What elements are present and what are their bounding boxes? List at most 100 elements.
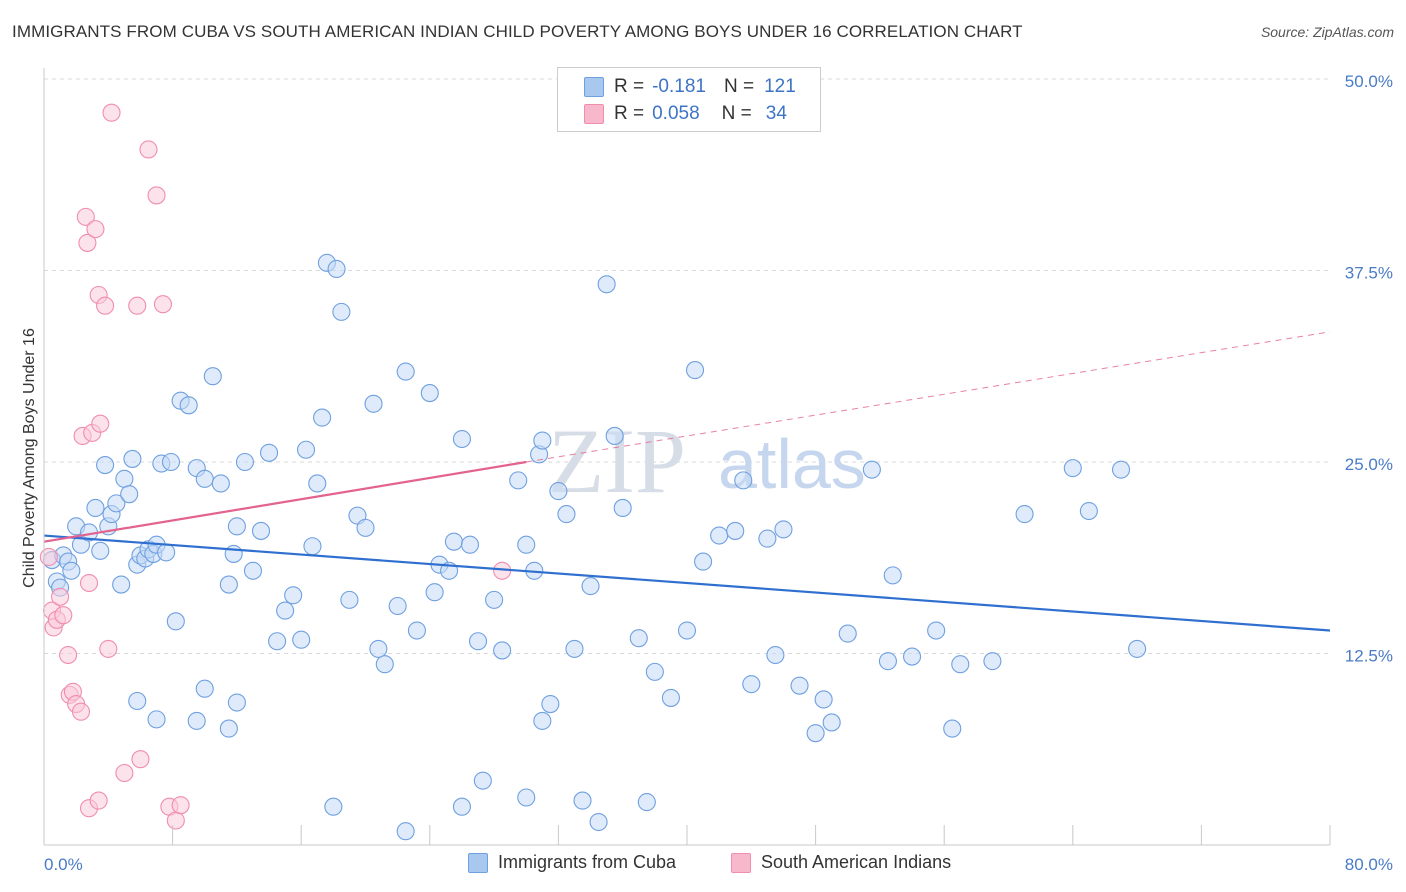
y-tick-label: 25.0% — [1345, 455, 1393, 474]
data-point-cuba — [589, 812, 608, 832]
data-point-cuba — [883, 566, 902, 585]
data-point-cuba — [661, 688, 680, 707]
data-point-cuba — [766, 645, 785, 665]
data-point-cuba — [613, 498, 632, 518]
data-point-cuba — [565, 639, 584, 658]
data-point-cuba — [96, 456, 115, 475]
data-point-cuba — [251, 521, 271, 540]
data-point-cuba — [120, 485, 139, 504]
legend-swatch-cuba — [584, 77, 604, 97]
data-point-cuba — [123, 449, 142, 468]
data-point-cuba — [637, 793, 656, 812]
data-point-cuba — [112, 575, 131, 594]
data-point-cuba — [327, 259, 346, 279]
bottom-legend-label-south-american-indians: South American Indians — [761, 852, 952, 872]
y-tick-label: 37.5% — [1345, 264, 1393, 283]
data-point-cuba — [517, 788, 536, 807]
data-point-cuba — [629, 629, 648, 648]
legend-r-value: 0.058 — [652, 103, 700, 124]
trend-line-extension-south-american-indians — [526, 331, 1331, 463]
data-point-cuba — [694, 552, 713, 571]
data-point-cuba — [203, 367, 222, 386]
legend-swatch-south-american-indians — [584, 104, 604, 124]
data-point-south-american-indians — [131, 750, 150, 769]
legend-row-south-american-indians: R = 0.058 N = 34 — [584, 102, 787, 126]
data-point-south-american-indians — [78, 233, 97, 252]
data-point-cuba — [774, 520, 793, 539]
data-point-cuba — [420, 384, 439, 403]
legend-n-value: 121 — [764, 76, 796, 97]
chart-title: IMMIGRANTS FROM CUBA VS SOUTH AMERICAN I… — [12, 22, 1023, 41]
data-point-cuba — [91, 541, 110, 560]
data-point-cuba — [581, 577, 600, 596]
bottom-legend-cuba: Immigrants from Cuba — [468, 852, 676, 873]
data-point-cuba — [303, 537, 322, 556]
data-point-cuba — [573, 791, 592, 810]
data-point-cuba — [284, 586, 303, 605]
data-point-cuba — [332, 302, 351, 321]
legend-r-value: -0.181 — [652, 76, 706, 97]
data-point-cuba — [533, 711, 552, 730]
bottom-legend-swatch-south-american-indians — [731, 852, 751, 873]
x-tick-label-min: 0.0% — [44, 855, 83, 874]
data-point-cuba — [227, 517, 246, 536]
data-point-cuba — [375, 655, 394, 674]
data-point-cuba — [86, 498, 105, 518]
data-point-cuba — [62, 561, 81, 580]
data-point-cuba — [814, 690, 833, 709]
legend-r-label: R = — [614, 76, 645, 97]
y-tick-label: 50.0% — [1345, 72, 1393, 91]
data-point-cuba — [710, 526, 729, 545]
data-point-cuba — [268, 632, 287, 651]
data-point-cuba — [308, 474, 327, 493]
data-point-south-american-indians — [54, 606, 73, 625]
data-point-cuba — [211, 474, 230, 493]
bottom-legend-swatch-cuba — [468, 852, 488, 873]
data-point-cuba — [356, 518, 375, 537]
data-point-cuba — [1079, 501, 1098, 521]
data-point-cuba — [951, 655, 970, 674]
data-point-cuba — [533, 431, 552, 450]
data-point-cuba — [597, 275, 616, 294]
data-point-cuba — [425, 583, 444, 602]
bottom-legend-south-american-indians: South American Indians — [731, 852, 951, 873]
data-point-cuba — [396, 822, 415, 841]
trend-line-south-american-indians — [43, 460, 527, 543]
data-point-cuba — [195, 469, 214, 488]
data-point-cuba — [166, 612, 185, 631]
data-point-cuba — [388, 596, 407, 616]
data-point-cuba — [645, 662, 664, 681]
data-point-cuba — [541, 695, 560, 714]
data-point-cuba — [369, 639, 388, 658]
data-point-south-american-indians — [79, 573, 99, 593]
data-point-cuba — [473, 771, 492, 790]
data-point-cuba — [107, 494, 126, 513]
data-point-cuba — [396, 362, 415, 381]
data-point-cuba — [927, 621, 946, 640]
data-point-south-american-indians — [96, 296, 115, 315]
legend-r-label: R = — [614, 103, 645, 124]
data-point-south-american-indians — [86, 220, 105, 239]
legend-n-label: N = — [723, 76, 755, 97]
data-point-cuba — [517, 535, 536, 554]
data-point-south-american-indians — [99, 639, 118, 658]
data-point-south-american-indians — [115, 763, 134, 783]
trend-line-cuba — [43, 534, 1331, 632]
legend-row-cuba: R = -0.181 N = 121 — [584, 75, 796, 99]
data-point-south-american-indians — [89, 791, 108, 810]
data-point-cuba — [324, 797, 343, 816]
data-point-cuba — [444, 532, 463, 551]
y-tick-label: 12.5% — [1345, 647, 1393, 666]
data-point-cuba — [219, 575, 238, 594]
data-point-south-american-indians — [139, 140, 158, 159]
data-point-cuba — [878, 652, 897, 671]
data-point-cuba — [224, 544, 243, 563]
legend-n-label: N = — [721, 103, 752, 124]
data-point-cuba — [147, 710, 166, 729]
data-point-cuba — [943, 719, 962, 738]
data-point-south-american-indians — [59, 645, 78, 665]
data-point-south-american-indians — [147, 186, 166, 205]
data-point-south-american-indians — [153, 295, 173, 314]
data-point-south-american-indians — [166, 811, 185, 830]
